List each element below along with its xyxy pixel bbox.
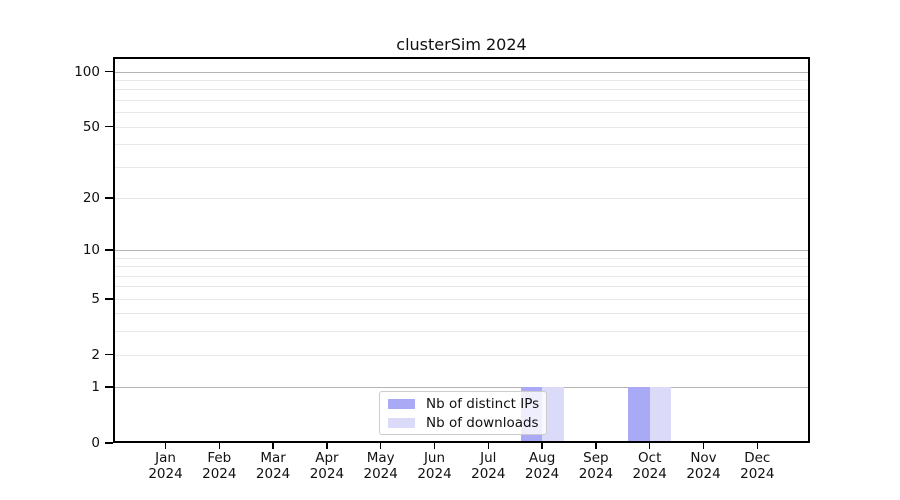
gridline-minor-30: [113, 166, 810, 168]
legend-swatch-distinct-ips: [388, 398, 415, 409]
gridline-minor-5: [113, 298, 810, 300]
y-tick-0: [105, 442, 113, 444]
x-tick-nov: [702, 443, 705, 449]
gridline-minor-9: [113, 257, 810, 259]
legend-label-downloads: Nb of downloads: [426, 414, 539, 431]
bar-downloads-aug-2024: [542, 387, 564, 443]
gridline-minor-4: [113, 313, 810, 315]
legend-label-distinct-ips: Nb of distinct IPs: [426, 395, 540, 412]
x-tick-jan: [164, 443, 167, 449]
plot-area: Nb of distinct IPs Nb of downloads: [113, 57, 810, 443]
y-tick-1: [105, 386, 113, 388]
y-tick-50: [105, 125, 113, 128]
x-tick-label-aug: Aug 2024: [524, 450, 560, 482]
chart-title: clusterSim 2024: [396, 35, 527, 54]
y-tick-20: [105, 197, 113, 199]
gridline-major-10: [113, 250, 810, 251]
gridline-minor-70: [113, 99, 810, 101]
x-tick-label-sep: Sep 2024: [578, 450, 614, 482]
gridline-minor-40: [113, 144, 810, 146]
y-tick-5: [105, 298, 113, 300]
gridline-minor-8: [113, 266, 810, 268]
legend-item-downloads: Nb of downloads: [388, 414, 539, 431]
gridline-minor-60: [113, 112, 810, 114]
x-tick-label-dec: Dec 2024: [740, 450, 775, 482]
gridline-minor-50: [113, 126, 810, 128]
y-tick-label-100: 100: [74, 63, 100, 80]
x-tick-label-apr: Apr 2024: [309, 450, 345, 482]
x-tick-feb: [218, 443, 221, 449]
y-tick-label-10: 10: [82, 242, 100, 258]
y-tick-label-5: 5: [91, 290, 100, 307]
x-tick-oct: [648, 443, 651, 449]
gridline-minor-2: [113, 354, 810, 356]
legend: Nb of distinct IPs Nb of downloads: [379, 391, 547, 435]
x-tick-jul: [487, 443, 490, 449]
legend-item-distinct-ips: Nb of distinct IPs: [388, 395, 540, 412]
y-tick-label-1: 1: [91, 379, 100, 396]
y-tick-label-50: 50: [82, 118, 100, 135]
x-tick-jun: [433, 443, 436, 449]
y-tick-10: [105, 249, 113, 251]
y-tick-label-2: 2: [91, 346, 100, 363]
x-tick-aug: [541, 443, 543, 449]
gridline-minor-3: [113, 331, 810, 333]
y-tick-label-20: 20: [82, 189, 100, 206]
x-tick-may: [379, 443, 382, 449]
y-tick-100: [105, 70, 113, 73]
x-tick-sep: [595, 443, 597, 449]
y-tick-2: [105, 353, 113, 356]
x-tick-label-jun: Jun 2024: [417, 450, 452, 482]
gridline-major-1: [113, 387, 810, 389]
bar-downloads-oct-2024: [649, 387, 672, 443]
x-tick-label-feb: Feb 2024: [202, 450, 237, 482]
gridline-minor-6: [113, 286, 810, 288]
gridline-minor-20: [113, 197, 810, 199]
x-tick-apr: [326, 443, 328, 449]
gridline-major-100: [113, 71, 810, 73]
gridline-minor-80: [113, 89, 810, 91]
x-tick-label-oct: Oct 2024: [632, 450, 667, 482]
x-tick-mar: [272, 443, 274, 449]
gridline-minor-90: [113, 79, 810, 81]
x-tick-label-mar: Mar 2024: [255, 450, 291, 482]
x-tick-label-jul: Jul 2024: [471, 450, 506, 482]
x-tick-label-nov: Nov 2024: [686, 450, 721, 482]
gridline-minor-7: [113, 275, 810, 277]
legend-swatch-downloads: [388, 417, 415, 428]
bar-distinct-ips-oct-2024: [628, 387, 650, 443]
x-tick-dec: [756, 443, 759, 449]
x-tick-label-jan: Jan 2024: [148, 450, 183, 482]
y-tick-label-0: 0: [91, 435, 100, 451]
x-tick-label-may: May 2024: [363, 450, 398, 482]
